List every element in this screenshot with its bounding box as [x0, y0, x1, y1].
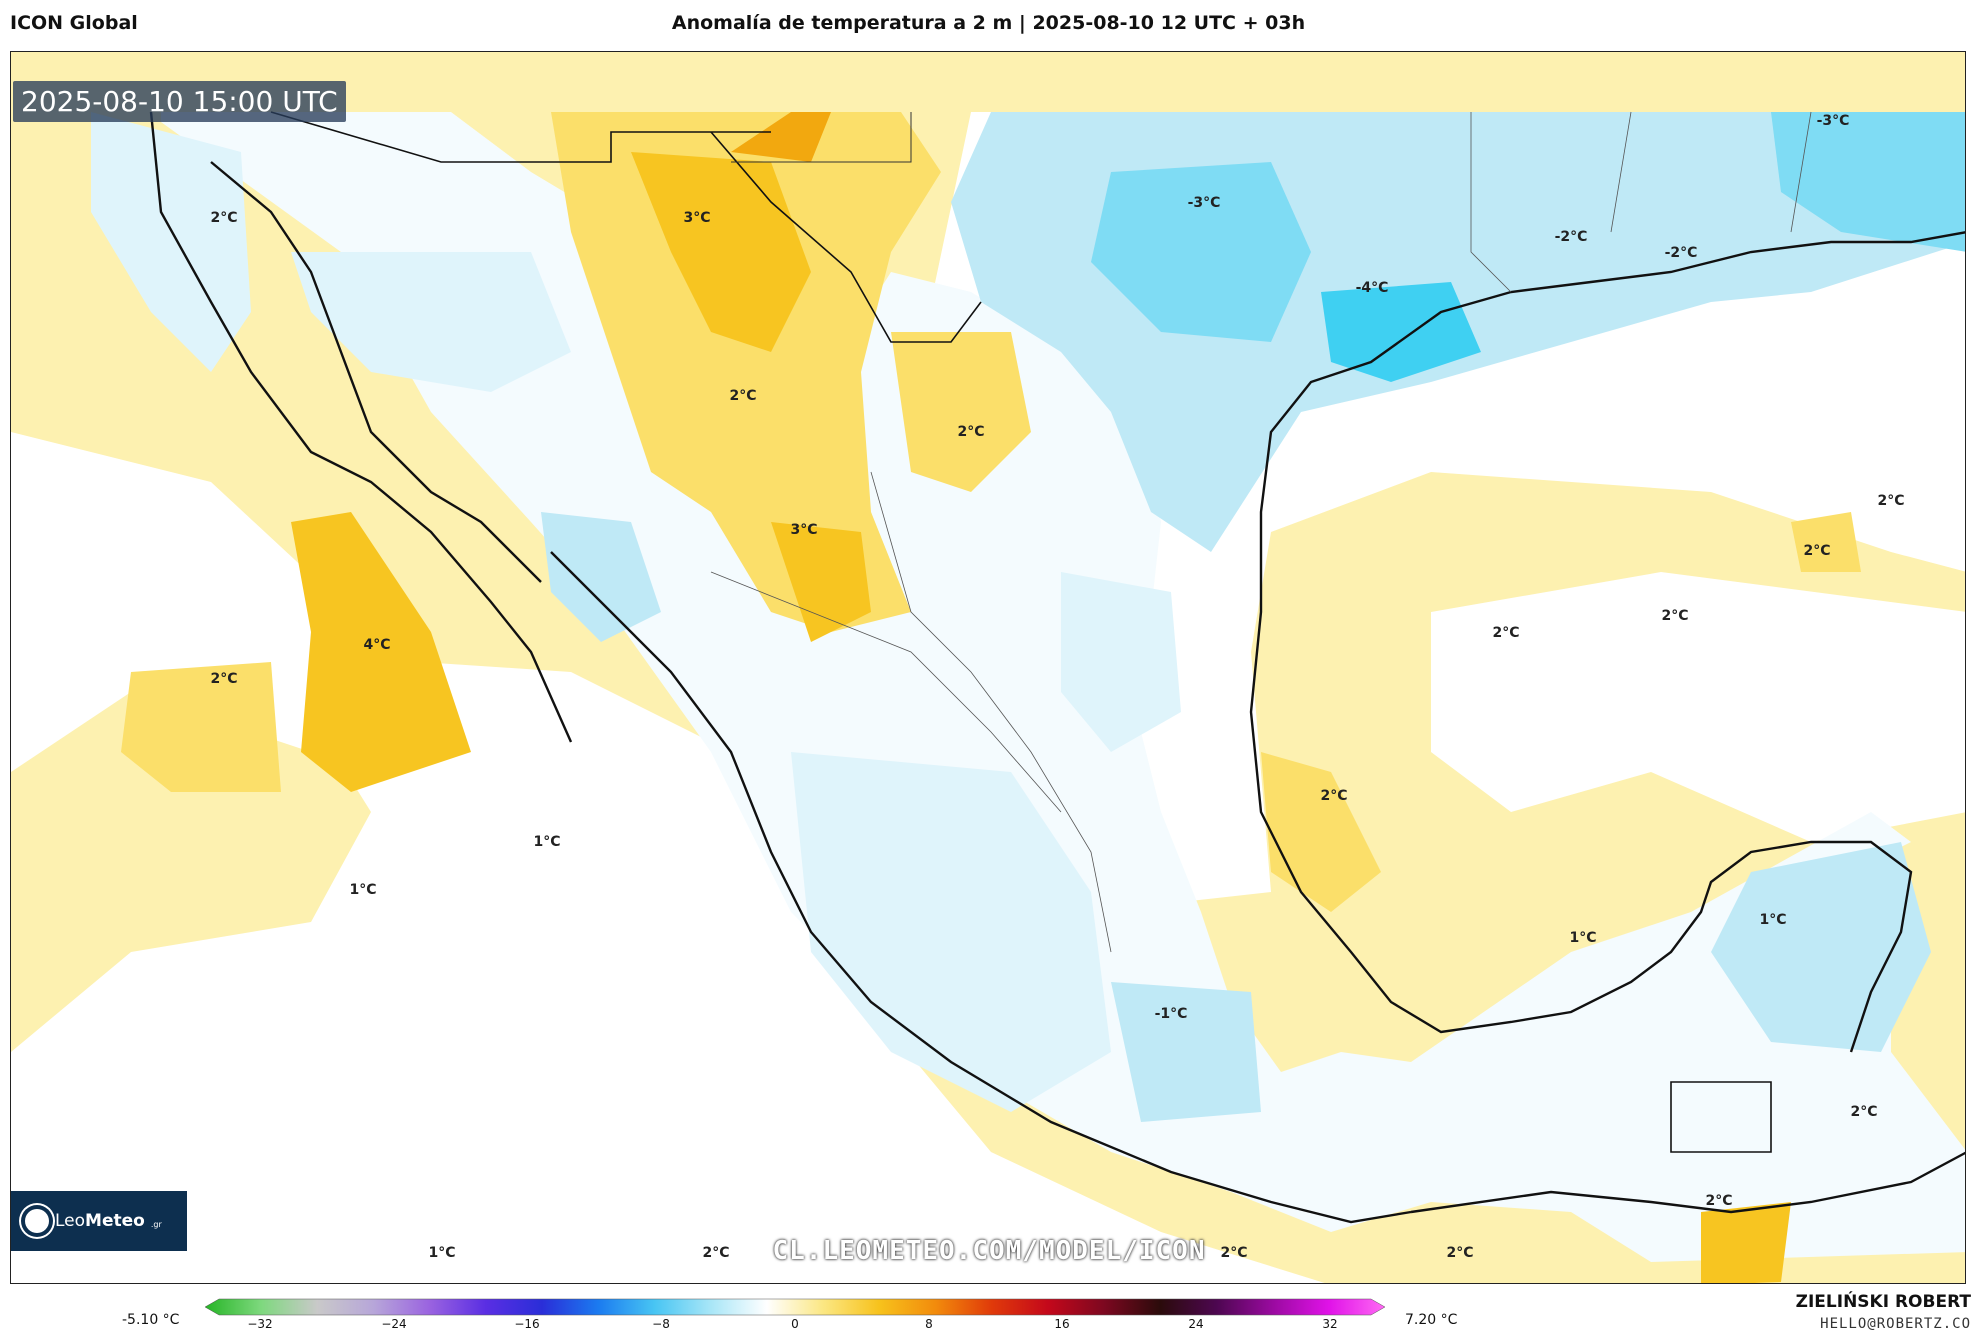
contour-label: 1°C — [349, 882, 377, 898]
contour-label: -3°C — [1187, 195, 1221, 211]
colorbar-tick: −32 — [247, 1317, 273, 1331]
cool-anomaly-patch — [1711, 842, 1931, 1052]
coastline — [1410, 1151, 1965, 1214]
coastline — [149, 111, 573, 743]
colorbar — [205, 1298, 1385, 1316]
contour-label: -2°C — [1664, 245, 1698, 261]
contour-label: 2°C — [1492, 625, 1520, 641]
contour-label: 1°C — [1569, 930, 1597, 946]
contour-label: 4°C — [363, 637, 391, 653]
model-name: ICON Global — [10, 12, 138, 34]
colorbar-tick: 8 — [925, 1317, 933, 1331]
contour-label: 2°C — [1803, 543, 1831, 559]
warm-anomaly-patch — [291, 512, 471, 792]
cool-anomaly-patch — [1321, 282, 1481, 382]
state-border — [731, 112, 912, 163]
cool-anomaly-patch — [541, 512, 661, 642]
colorbar-tick: 16 — [1054, 1317, 1070, 1331]
cool-anomaly-patch — [291, 252, 571, 392]
contour-label: 2°C — [210, 671, 238, 687]
leometeo-logo: LeoMeteo .gr — [11, 1191, 187, 1251]
colorbar-max-label: 7.20 °C — [1405, 1312, 1458, 1328]
country-border — [710, 131, 982, 343]
anomaly-field — [11, 52, 1965, 1283]
contour-label: 2°C — [210, 210, 238, 226]
cool-anomaly-patch — [1061, 572, 1181, 752]
coastline — [550, 551, 1412, 1224]
warm-anomaly-patch — [771, 522, 871, 642]
warm-anomaly-patch — [891, 332, 1031, 492]
contour-label: 1°C — [533, 834, 561, 850]
contour-label: 2°C — [1446, 1245, 1474, 1261]
zero-anomaly-region — [1431, 572, 1965, 842]
colorbar-min-label: -5.10 °C — [122, 1312, 180, 1328]
coastline — [210, 161, 542, 583]
zero-anomaly-region — [11, 652, 1325, 1283]
colorbar-tick: −24 — [381, 1317, 407, 1331]
contour-label: 2°C — [702, 1245, 730, 1261]
warm-anomaly-patch — [631, 152, 811, 352]
contour-label: 1°C — [428, 1245, 456, 1261]
colorbar-tick: −8 — [652, 1317, 670, 1331]
contour-label: -2°C — [1554, 229, 1588, 245]
contour-label: 3°C — [790, 522, 818, 538]
contour-label: 2°C — [1661, 608, 1689, 624]
map-panel[interactable]: 2025-08-10 15:00 UTC 2°C 3°C 2°C 2°C 3°C… — [10, 51, 1966, 1284]
contour-label: -1°C — [1154, 1006, 1188, 1022]
state-border — [870, 471, 1112, 953]
contour-label: 2°C — [1320, 788, 1348, 804]
country-border — [270, 111, 771, 163]
watermark-url: CL.LEOMETEO.COM/MODEL/ICON — [772, 1236, 1206, 1266]
colorbar-tick: −16 — [514, 1317, 540, 1331]
cool-anomaly-patch — [91, 112, 251, 372]
map-title: Anomalía de temperatura a 2 m | 2025-08-… — [671, 12, 1306, 34]
colorbar-tick: 32 — [1322, 1317, 1338, 1331]
contour-label: 3°C — [683, 210, 711, 226]
country-border — [1670, 1081, 1772, 1153]
logo-suffix: .gr — [150, 1219, 162, 1229]
colorbar-tick: 24 — [1188, 1317, 1204, 1331]
contour-label: 2°C — [1705, 1193, 1733, 1209]
warm-anomaly-patch — [1701, 1202, 1791, 1283]
contour-label: 1°C — [1759, 912, 1787, 928]
cool-anomaly-patch — [791, 752, 1111, 1112]
contour-label: -4°C — [1355, 280, 1389, 296]
colorbar-tick: 0 — [791, 1317, 799, 1331]
valid-time-badge: 2025-08-10 15:00 UTC — [13, 81, 346, 122]
state-border — [1470, 111, 1812, 293]
contour-label: 2°C — [1850, 1104, 1878, 1120]
logo-brand: LeoMeteo — [55, 1211, 145, 1231]
warm-anomaly-patch — [1791, 512, 1861, 572]
contour-label: 2°C — [1220, 1245, 1248, 1261]
sun-icon — [25, 1209, 49, 1233]
coastline — [1249, 231, 1965, 1053]
contour-label: 2°C — [1877, 493, 1905, 509]
warm-anomaly-patch — [731, 112, 831, 162]
cool-anomaly-patch — [1771, 112, 1965, 252]
cool-anomaly-patch — [1111, 982, 1261, 1122]
author-email[interactable]: HELLO@ROBERTZ.CO — [1820, 1316, 1971, 1332]
warm-anomaly-patch — [121, 662, 281, 792]
contour-label: 2°C — [957, 424, 985, 440]
contour-label: 2°C — [729, 388, 757, 404]
state-border — [710, 571, 1062, 813]
warm-anomaly-patch — [551, 112, 941, 632]
contour-label: -3°C — [1816, 113, 1850, 129]
author-name: ZIELIŃSKI ROBERT — [1795, 1292, 1971, 1312]
cool-anomaly-patch — [1091, 162, 1311, 342]
